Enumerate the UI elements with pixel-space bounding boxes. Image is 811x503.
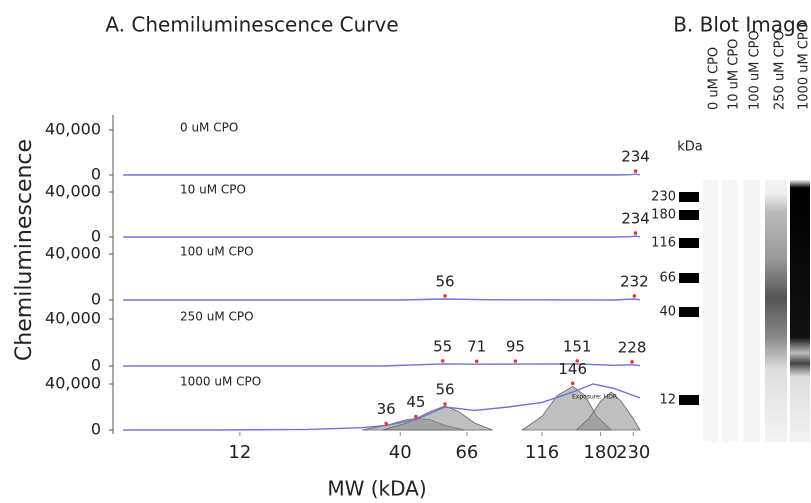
ladder-label: 180 — [651, 208, 676, 223]
peak-label: 234 — [621, 148, 650, 166]
peak-marker — [634, 231, 638, 235]
ladder-band — [679, 238, 699, 248]
peak-label: 36 — [377, 400, 396, 418]
panel-a-title: A. Chemiluminescence Curve — [105, 13, 398, 37]
peak-label: 56 — [436, 381, 455, 399]
y-tick-label: 0 — [91, 420, 101, 439]
peak-marker — [414, 415, 418, 419]
ladder-band — [679, 192, 699, 202]
blot-lane — [743, 180, 760, 442]
curve — [123, 174, 640, 175]
y-axis-label: Chemiluminescence — [12, 139, 37, 361]
ladder-label: 116 — [651, 236, 676, 251]
peak-marker — [633, 294, 637, 298]
curve — [123, 236, 640, 237]
x-tick-label: 40 — [389, 442, 412, 463]
lane-label: 250 uM CPO — [773, 30, 788, 110]
ladder-band — [679, 273, 699, 283]
peak-marker — [634, 169, 638, 173]
panel-b-title: B. Blot Image — [673, 13, 808, 37]
x-tick-label: 66 — [455, 442, 478, 463]
peak-label: 45 — [406, 393, 425, 411]
peak-marker — [441, 359, 445, 363]
y-tick-label: 40,000 — [45, 120, 101, 139]
peak-marker — [384, 422, 388, 426]
y-tick-label: 0 — [91, 356, 101, 375]
ladder-label: 40 — [659, 305, 676, 320]
peak-label: 56 — [436, 272, 455, 290]
peak-label: 232 — [620, 272, 649, 290]
panel-title: 0 uM CPO — [180, 121, 238, 135]
lane-label: 10 uM CPO — [727, 39, 742, 110]
blot-unit: kDa — [677, 140, 703, 155]
ladder-band — [679, 395, 699, 405]
lane-label: 0 uM CPO — [707, 47, 722, 110]
peak-label: 234 — [621, 210, 650, 228]
peak-marker — [443, 294, 447, 298]
ladder-label: 230 — [651, 190, 676, 205]
peak-marker — [514, 359, 518, 363]
ladder-band — [679, 210, 699, 220]
x-tick-label: 12 — [228, 442, 251, 463]
blot-lane — [790, 180, 810, 442]
ladder-label: 12 — [659, 393, 676, 408]
lane-label: 1000 uM CPO — [797, 22, 811, 110]
peak-label: 228 — [618, 338, 647, 356]
blot-lane — [722, 180, 738, 442]
y-tick-label: 40,000 — [45, 374, 101, 393]
x-axis-label: MW (kDA) — [327, 477, 426, 501]
y-tick-label: 0 — [91, 290, 101, 309]
peak-marker — [443, 402, 447, 406]
y-tick-label: 40,000 — [45, 182, 101, 201]
x-tick-label: 116 — [525, 442, 559, 463]
blot-lane — [703, 180, 718, 442]
blot-lane — [765, 180, 787, 442]
peak-label: 95 — [506, 338, 525, 356]
x-tick-label: 180 — [583, 442, 617, 463]
peak-label: 151 — [563, 337, 592, 355]
peak-marker — [475, 359, 479, 363]
annotation: Exposure: HDR — [572, 394, 617, 401]
page: { "panel_a": {"title": "A. Chemiluminesc… — [0, 0, 811, 503]
peak-label: 71 — [467, 338, 486, 356]
ladder-band — [679, 307, 699, 317]
panel-title: 100 uM CPO — [180, 245, 254, 259]
figure: A. Chemiluminescence Curve B. Blot Image… — [0, 0, 811, 503]
panel-title: 10 uM CPO — [180, 183, 246, 197]
ladder-label: 66 — [659, 271, 676, 286]
peak-label: 146 — [558, 360, 587, 378]
x-tick-label: 230 — [616, 442, 650, 463]
peak-marker — [630, 360, 634, 364]
peak-label: 55 — [433, 337, 452, 355]
peak-marker — [571, 382, 575, 386]
y-tick-label: 40,000 — [45, 309, 101, 328]
lane-label: 100 uM CPO — [748, 30, 763, 110]
y-tick-label: 40,000 — [45, 244, 101, 263]
curve — [123, 299, 640, 300]
panel-title: 250 uM CPO — [180, 310, 254, 324]
panel-title: 1000 uM CPO — [180, 375, 261, 389]
